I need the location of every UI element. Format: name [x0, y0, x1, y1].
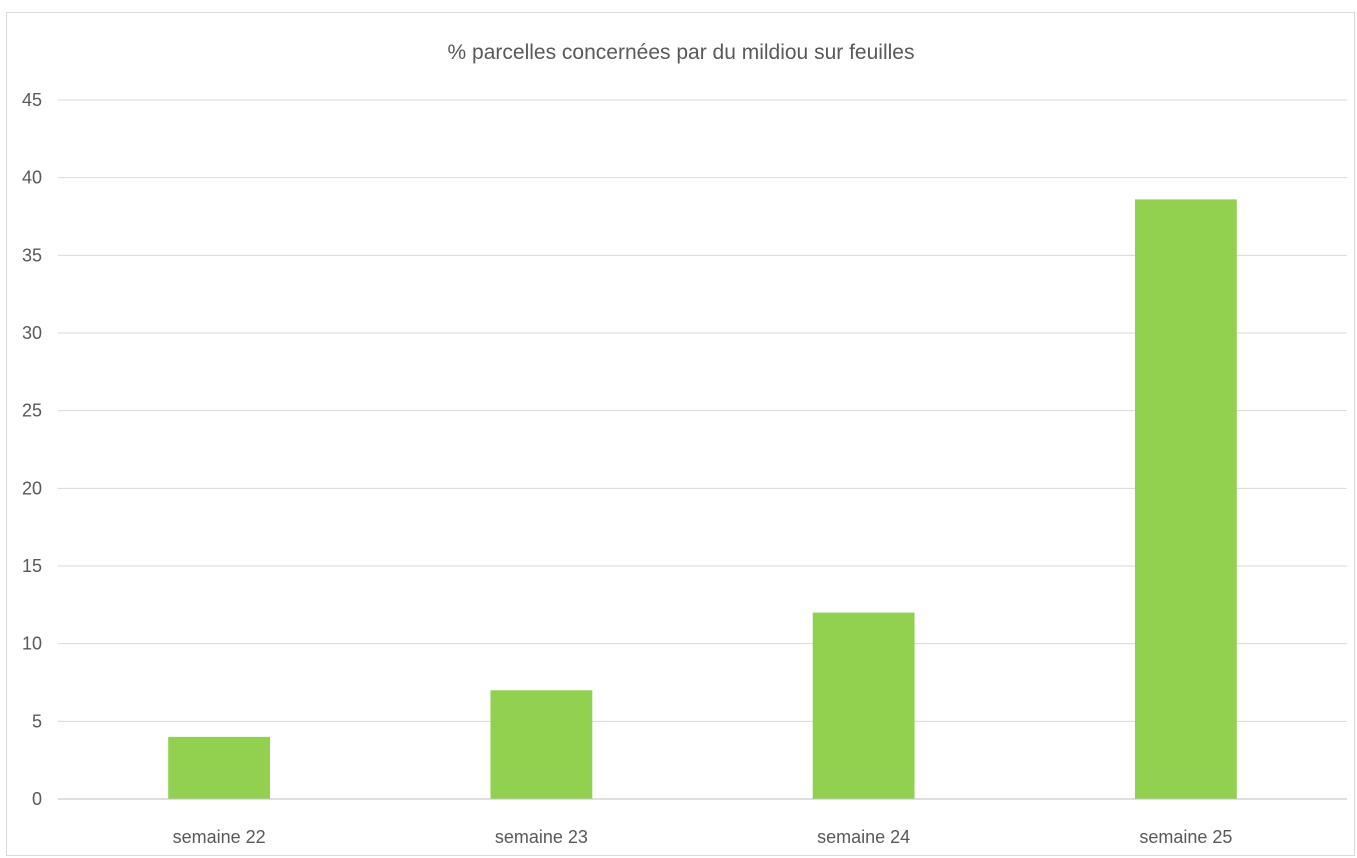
chart-frame	[6, 12, 1355, 856]
y-tick-label: 20	[22, 478, 42, 498]
y-tick-label: 15	[22, 556, 42, 576]
chart-title: % parcelles concernées par du mildiou su…	[448, 41, 915, 64]
bar-semaine-24	[812, 612, 915, 799]
x-tick-label: semaine 23	[495, 827, 588, 847]
bar-semaine-25	[1134, 199, 1237, 799]
y-tick-label: 45	[22, 90, 42, 110]
y-tick-label: 5	[32, 711, 42, 731]
y-tick-label: 40	[22, 168, 42, 188]
y-axis-ticks: 0 5 10 15 20 25 30 35 40 45	[22, 90, 42, 809]
y-tick-label: 25	[22, 401, 42, 421]
y-tick-label: 30	[22, 323, 42, 343]
x-tick-label: semaine 22	[173, 827, 266, 847]
x-tick-label: semaine 24	[817, 827, 910, 847]
y-tick-label: 10	[22, 634, 42, 654]
y-tick-label: 35	[22, 245, 42, 265]
bar-semaine-22	[168, 736, 271, 799]
gridlines	[58, 99, 1347, 722]
x-tick-label: semaine 25	[1139, 827, 1232, 847]
bars	[168, 199, 1237, 799]
y-tick-label: 0	[32, 789, 42, 809]
bar-semaine-23	[490, 690, 593, 799]
x-axis-ticks: semaine 22 semaine 23 semaine 24 semaine 25	[173, 827, 1233, 847]
